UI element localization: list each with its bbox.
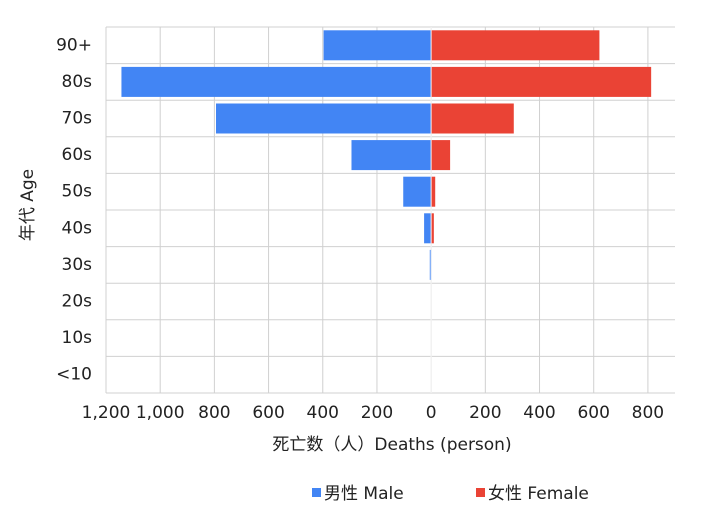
y-tick-label: 50s: [62, 182, 93, 202]
x-tick-label: 200: [469, 403, 501, 423]
x-axis-title: 死亡数（人）Deaths (person): [272, 435, 511, 455]
x-tick-label: 0: [426, 403, 437, 423]
x-tick-label: 200: [361, 403, 393, 423]
y-tick-label: 70s: [62, 109, 93, 129]
y-tick-label: 40s: [62, 218, 93, 238]
x-tick-label: 1,200: [82, 403, 131, 423]
x-tick-label: 800: [632, 403, 664, 423]
x-tick-label: 1,000: [136, 403, 185, 423]
y-tick-label: <10: [56, 365, 92, 385]
bar: [431, 213, 434, 244]
bar: [323, 30, 432, 61]
x-tick-label: 600: [577, 403, 609, 423]
x-tick-label: 400: [523, 403, 555, 423]
bar: [431, 140, 451, 171]
y-tick-label: 20s: [62, 292, 93, 312]
x-tick-label: 600: [252, 403, 284, 423]
bar: [216, 103, 432, 134]
y-tick-label: 60s: [62, 145, 93, 165]
bar: [431, 176, 436, 207]
legend-swatch: [476, 488, 485, 497]
legend-swatch: [312, 488, 321, 497]
bar: [431, 103, 514, 134]
legend-label: 女性 Female: [488, 484, 589, 504]
y-tick-label: 30s: [62, 255, 93, 275]
legend-label: 男性 Male: [324, 484, 404, 504]
bar: [403, 176, 432, 207]
y-tick-label: 80s: [62, 72, 93, 92]
bar: [424, 213, 432, 244]
x-tick-label: 400: [307, 403, 339, 423]
x-tick-label: 800: [198, 403, 230, 423]
bar: [431, 66, 652, 97]
y-tick-label: 90+: [56, 35, 92, 55]
bar: [121, 66, 432, 97]
y-tick-label: 10s: [62, 328, 93, 348]
y-axis-title: 年代 Age: [18, 169, 38, 241]
bar: [351, 140, 432, 171]
bar: [431, 30, 600, 61]
